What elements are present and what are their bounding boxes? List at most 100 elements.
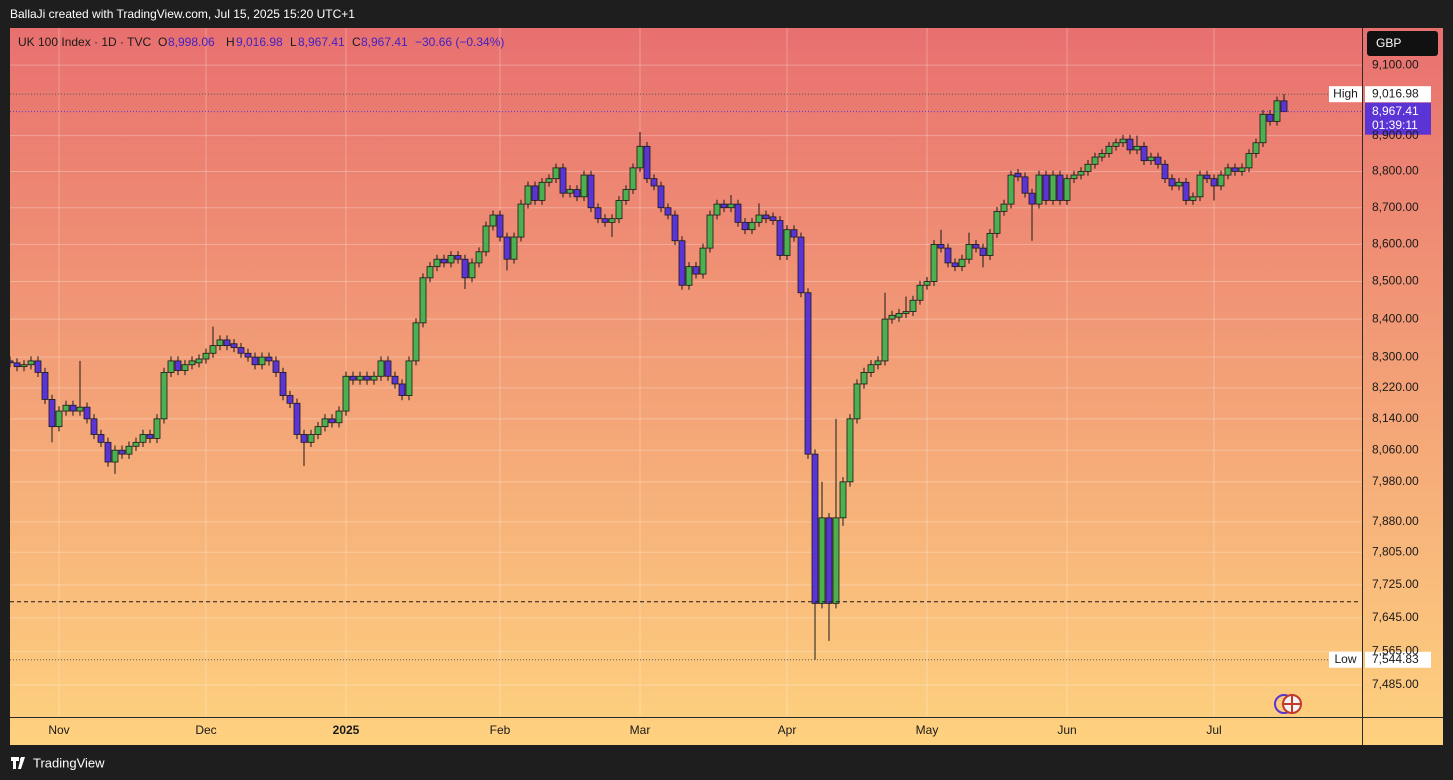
candle-body [1252,142,1260,154]
y-tick-label: 8,900.00 [1372,128,1419,142]
candle-body [783,229,791,256]
candle-body [559,167,567,194]
candle-body [993,210,1001,234]
candle-body [377,360,385,377]
candle-body [601,218,609,223]
candle-body [293,402,301,435]
legend-value: 9,016.98 [236,35,283,49]
candle-body [776,220,784,256]
x-tick-label: Mar [630,723,651,737]
candle-body [181,364,189,371]
candle-body [909,299,917,312]
candle-body [573,189,581,198]
legend-change: −30.66 (−0.34%) [415,35,504,49]
candle-body [139,434,147,443]
candle-body [923,281,931,286]
candle-body [321,418,329,428]
y-tick-label: 7,645.00 [1372,610,1419,624]
candle-body [972,244,980,249]
y-tick-label: 8,400.00 [1372,311,1419,325]
legend-key: H [226,35,235,49]
candle-body [69,404,77,412]
y-tick-label: 7,725.00 [1372,577,1419,591]
candle-body [209,345,217,354]
x-tick-label: Apr [778,723,797,737]
candle-body [1259,113,1267,144]
candle-body [307,434,315,443]
candle-body [762,214,770,220]
candle-body [216,339,224,347]
candle-body [524,185,532,205]
candle-body [433,258,441,268]
candle-body [62,404,70,412]
brand: TradingView [33,755,105,770]
currency[interactable]: GBP [1376,36,1401,50]
y-tick-label: 8,800.00 [1372,164,1419,178]
low-tag-box [1329,651,1362,668]
candle-body [342,375,350,412]
candle-body [1189,196,1197,201]
candle-body [951,262,959,268]
candle-body [594,207,602,220]
y-tick-label: 8,600.00 [1372,237,1419,251]
candle-body [713,203,721,216]
candle-body [1266,113,1274,122]
x-tick-label: Dec [195,723,216,737]
y-tick-label: 8,140.00 [1372,411,1419,425]
candle-body [944,247,952,264]
candle-body [608,218,616,223]
low-tag: Low [1334,652,1356,666]
currency-box[interactable] [1367,31,1438,56]
high-tag-box [1329,86,1362,103]
candle-body [650,178,658,187]
candle-body [153,418,161,439]
logo-dot [20,757,24,762]
candle-body [797,236,805,294]
candle-body [804,292,812,455]
candle-body [1133,145,1141,151]
candle-body [356,375,364,381]
candle-body [48,399,56,428]
y-tick-label: 9,100.00 [1372,57,1419,71]
candle-body [1077,171,1085,176]
candle-body [1182,181,1190,201]
candle-body [741,221,749,231]
candle-body [832,517,840,604]
candle-body [790,229,798,238]
candle-body [83,406,91,420]
candle-body [1007,174,1015,205]
y-tick-label: 8,060.00 [1372,442,1419,456]
candle-body [34,360,42,373]
candle-body [405,360,413,396]
candle-body [636,145,644,169]
candle-body [825,517,833,604]
candle-body [629,167,637,190]
candle-body [545,178,553,183]
candle-body [335,410,343,424]
candle-body [300,434,308,443]
candle-body [930,244,938,282]
candle-body [496,214,504,238]
candle-body [531,185,539,201]
candle-body [230,343,238,348]
candle-body [237,347,245,354]
candle-body [1238,167,1246,172]
x-tick-label: Jun [1057,723,1076,737]
x-tick-label: May [916,723,939,737]
candle-body [41,372,49,400]
candle-body [146,434,154,439]
candle-body [979,247,987,256]
candle-body [1161,163,1169,180]
candle-body [769,216,777,221]
x-tick-label: Feb [490,723,511,737]
legend-key: O [158,35,167,49]
candle-body [818,517,826,604]
candle-body [685,266,693,286]
candle-body [391,375,399,385]
candle-body [1098,153,1106,158]
candle-body [727,203,735,209]
candle-body [1140,145,1148,162]
candle-body [174,360,182,371]
candle-body [447,255,455,264]
candle-body [188,360,196,366]
